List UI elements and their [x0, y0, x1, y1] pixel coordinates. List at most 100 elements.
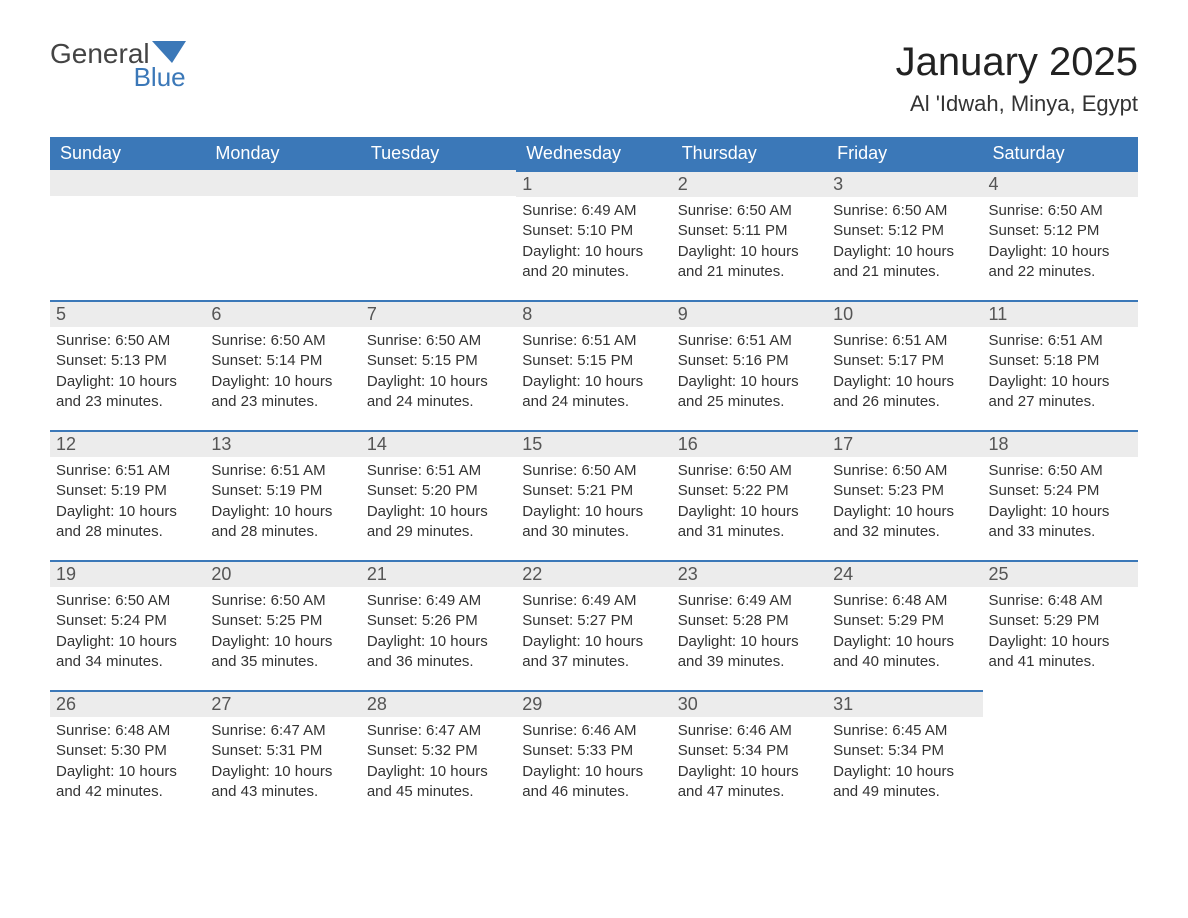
calendar-cell: 7Sunrise: 6:50 AMSunset: 5:15 PMDaylight… [361, 300, 516, 430]
sunset-line: Sunset: 5:22 PM [678, 481, 821, 501]
day-number-bar: 21 [361, 560, 516, 587]
day-content: Sunrise: 6:51 AMSunset: 5:15 PMDaylight:… [516, 327, 671, 420]
calendar-cell: 27Sunrise: 6:47 AMSunset: 5:31 PMDayligh… [205, 690, 360, 820]
sunrise-line: Sunrise: 6:50 AM [678, 461, 821, 481]
day-number-bar: 1 [516, 170, 671, 197]
sunrise-line: Sunrise: 6:46 AM [522, 721, 665, 741]
empty-day-bar [361, 170, 516, 196]
calendar-cell [50, 170, 205, 300]
sunrise-line: Sunrise: 6:50 AM [56, 331, 199, 351]
calendar-cell: 19Sunrise: 6:50 AMSunset: 5:24 PMDayligh… [50, 560, 205, 690]
title-block: January 2025 Al 'Idwah, Minya, Egypt [896, 40, 1138, 117]
sunrise-line: Sunrise: 6:48 AM [56, 721, 199, 741]
calendar-cell: 24Sunrise: 6:48 AMSunset: 5:29 PMDayligh… [827, 560, 982, 690]
header: General Blue January 2025 Al 'Idwah, Min… [50, 40, 1138, 117]
day-number-bar: 16 [672, 430, 827, 457]
sunrise-line: Sunrise: 6:50 AM [833, 461, 976, 481]
daylight-line: Daylight: 10 hours and 49 minutes. [833, 762, 976, 803]
day-content: Sunrise: 6:50 AMSunset: 5:21 PMDaylight:… [516, 457, 671, 550]
sunset-line: Sunset: 5:29 PM [833, 611, 976, 631]
daylight-line: Daylight: 10 hours and 29 minutes. [367, 502, 510, 543]
calendar-cell: 31Sunrise: 6:45 AMSunset: 5:34 PMDayligh… [827, 690, 982, 820]
day-number-bar: 24 [827, 560, 982, 587]
weekday-header: Friday [827, 137, 982, 170]
sunset-line: Sunset: 5:29 PM [989, 611, 1132, 631]
sunset-line: Sunset: 5:25 PM [211, 611, 354, 631]
sunrise-line: Sunrise: 6:50 AM [211, 331, 354, 351]
day-content: Sunrise: 6:50 AMSunset: 5:24 PMDaylight:… [50, 587, 205, 680]
location: Al 'Idwah, Minya, Egypt [896, 91, 1138, 117]
sunset-line: Sunset: 5:23 PM [833, 481, 976, 501]
calendar-cell [361, 170, 516, 300]
day-content: Sunrise: 6:50 AMSunset: 5:25 PMDaylight:… [205, 587, 360, 680]
day-content: Sunrise: 6:48 AMSunset: 5:30 PMDaylight:… [50, 717, 205, 810]
sunset-line: Sunset: 5:13 PM [56, 351, 199, 371]
day-number-bar: 9 [672, 300, 827, 327]
sunrise-line: Sunrise: 6:51 AM [989, 331, 1132, 351]
sunrise-line: Sunrise: 6:47 AM [211, 721, 354, 741]
sunset-line: Sunset: 5:12 PM [833, 221, 976, 241]
calendar-cell: 1Sunrise: 6:49 AMSunset: 5:10 PMDaylight… [516, 170, 671, 300]
sunset-line: Sunset: 5:12 PM [989, 221, 1132, 241]
sunset-line: Sunset: 5:24 PM [56, 611, 199, 631]
day-number-bar: 25 [983, 560, 1138, 587]
day-number-bar: 23 [672, 560, 827, 587]
sunset-line: Sunset: 5:19 PM [56, 481, 199, 501]
month-title: January 2025 [896, 40, 1138, 85]
day-content: Sunrise: 6:51 AMSunset: 5:16 PMDaylight:… [672, 327, 827, 420]
daylight-line: Daylight: 10 hours and 24 minutes. [367, 372, 510, 413]
logo-flag-icon [152, 41, 186, 63]
calendar-cell: 12Sunrise: 6:51 AMSunset: 5:19 PMDayligh… [50, 430, 205, 560]
calendar-cell: 3Sunrise: 6:50 AMSunset: 5:12 PMDaylight… [827, 170, 982, 300]
sunset-line: Sunset: 5:33 PM [522, 741, 665, 761]
sunrise-line: Sunrise: 6:48 AM [833, 591, 976, 611]
day-number-bar: 2 [672, 170, 827, 197]
sunset-line: Sunset: 5:28 PM [678, 611, 821, 631]
day-number-bar: 14 [361, 430, 516, 457]
calendar-cell: 11Sunrise: 6:51 AMSunset: 5:18 PMDayligh… [983, 300, 1138, 430]
weekday-header: Saturday [983, 137, 1138, 170]
day-content: Sunrise: 6:50 AMSunset: 5:11 PMDaylight:… [672, 197, 827, 290]
day-number-bar: 26 [50, 690, 205, 717]
day-number-bar: 8 [516, 300, 671, 327]
sunrise-line: Sunrise: 6:50 AM [833, 201, 976, 221]
calendar-cell: 13Sunrise: 6:51 AMSunset: 5:19 PMDayligh… [205, 430, 360, 560]
day-content: Sunrise: 6:51 AMSunset: 5:19 PMDaylight:… [205, 457, 360, 550]
daylight-line: Daylight: 10 hours and 21 minutes. [678, 242, 821, 283]
empty-day-bar [50, 170, 205, 196]
day-number-bar: 18 [983, 430, 1138, 457]
weekday-header: Wednesday [516, 137, 671, 170]
sunset-line: Sunset: 5:32 PM [367, 741, 510, 761]
calendar-cell: 5Sunrise: 6:50 AMSunset: 5:13 PMDaylight… [50, 300, 205, 430]
day-content: Sunrise: 6:50 AMSunset: 5:15 PMDaylight:… [361, 327, 516, 420]
calendar-cell: 25Sunrise: 6:48 AMSunset: 5:29 PMDayligh… [983, 560, 1138, 690]
day-number-bar: 28 [361, 690, 516, 717]
day-content: Sunrise: 6:51 AMSunset: 5:20 PMDaylight:… [361, 457, 516, 550]
day-number-bar: 15 [516, 430, 671, 457]
sunrise-line: Sunrise: 6:51 AM [367, 461, 510, 481]
calendar-cell: 18Sunrise: 6:50 AMSunset: 5:24 PMDayligh… [983, 430, 1138, 560]
daylight-line: Daylight: 10 hours and 37 minutes. [522, 632, 665, 673]
day-content: Sunrise: 6:50 AMSunset: 5:24 PMDaylight:… [983, 457, 1138, 550]
daylight-line: Daylight: 10 hours and 23 minutes. [56, 372, 199, 413]
daylight-line: Daylight: 10 hours and 28 minutes. [211, 502, 354, 543]
sunset-line: Sunset: 5:10 PM [522, 221, 665, 241]
sunset-line: Sunset: 5:11 PM [678, 221, 821, 241]
sunrise-line: Sunrise: 6:45 AM [833, 721, 976, 741]
sunrise-line: Sunrise: 6:51 AM [678, 331, 821, 351]
daylight-line: Daylight: 10 hours and 46 minutes. [522, 762, 665, 803]
daylight-line: Daylight: 10 hours and 43 minutes. [211, 762, 354, 803]
daylight-line: Daylight: 10 hours and 39 minutes. [678, 632, 821, 673]
sunset-line: Sunset: 5:27 PM [522, 611, 665, 631]
sunset-line: Sunset: 5:19 PM [211, 481, 354, 501]
day-content: Sunrise: 6:48 AMSunset: 5:29 PMDaylight:… [983, 587, 1138, 680]
day-content: Sunrise: 6:50 AMSunset: 5:14 PMDaylight:… [205, 327, 360, 420]
sunset-line: Sunset: 5:15 PM [522, 351, 665, 371]
empty-day-bar [205, 170, 360, 196]
calendar-cell: 23Sunrise: 6:49 AMSunset: 5:28 PMDayligh… [672, 560, 827, 690]
sunrise-line: Sunrise: 6:50 AM [367, 331, 510, 351]
calendar-table: SundayMondayTuesdayWednesdayThursdayFrid… [50, 137, 1138, 820]
day-content: Sunrise: 6:51 AMSunset: 5:19 PMDaylight:… [50, 457, 205, 550]
sunrise-line: Sunrise: 6:50 AM [522, 461, 665, 481]
calendar-cell: 9Sunrise: 6:51 AMSunset: 5:16 PMDaylight… [672, 300, 827, 430]
